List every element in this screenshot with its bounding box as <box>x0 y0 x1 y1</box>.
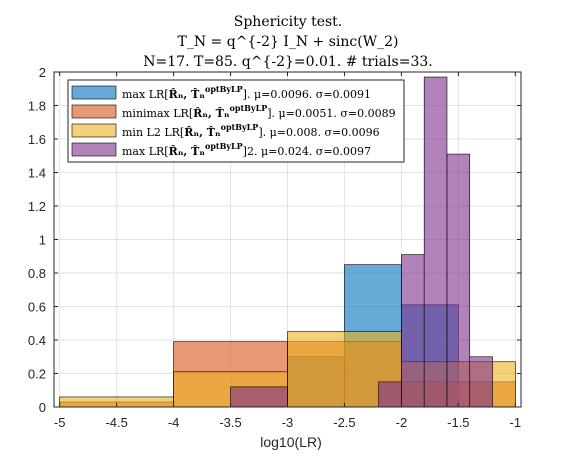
x-tick-label: -4.5 <box>105 415 127 430</box>
y-tick-label: 1.4 <box>28 166 46 181</box>
legend: max LR[R̂ₙ, T̂ₙoptByLP]. μ=0.0096. σ=0.0… <box>67 79 405 163</box>
legend-swatch <box>71 104 117 119</box>
legend-entry-label: max LR[R̂ₙ, T̂ₙoptByLP]2. μ=0.024. σ=0.0… <box>122 141 371 158</box>
y-tick-label: 1.6 <box>28 132 46 147</box>
y-tick-label: 0 <box>39 400 46 415</box>
x-tick-label: -1.5 <box>447 415 469 430</box>
y-tick-label: 0.8 <box>28 266 46 281</box>
y-tick-label: 0.4 <box>28 333 46 348</box>
y-tick-label: 2 <box>39 65 46 80</box>
y-tick-label: 0.2 <box>28 367 46 382</box>
y-tick-label: 1 <box>39 233 46 248</box>
y-tick-label: 1.2 <box>28 199 46 214</box>
legend-box <box>67 79 405 163</box>
legend-swatch <box>71 85 117 100</box>
chart-title-line-1: Sphericity test. <box>234 14 343 30</box>
histogram-bar-series-4-bin-3 <box>401 254 425 408</box>
y-tick-label: 1.8 <box>28 99 46 114</box>
y-tick-label: 0.6 <box>28 300 46 315</box>
x-tick-label: -2.5 <box>333 415 355 430</box>
chart-title-line-3: N=17. T=85. q^{-2}=0.01. # trials=33. <box>143 54 432 70</box>
histogram-bar-series-4-bin-2 <box>378 381 402 408</box>
legend-swatch <box>71 142 117 157</box>
histogram-bar-series-4-bin-1 <box>230 386 288 408</box>
histogram-bar-series-4-bin-4 <box>423 76 448 408</box>
legend-entry-label: max LR[R̂ₙ, T̂ₙoptByLP]. μ=0.0096. σ=0.0… <box>122 84 371 101</box>
x-tick-label: -5 <box>54 415 66 430</box>
x-tick-label: -1 <box>510 415 522 430</box>
histogram-bar-series-4-bin-5 <box>446 153 471 408</box>
x-tick-label: -4 <box>168 415 180 430</box>
chart-title-line-2: T_N = q^{-2} I_N + sinc(W_2) <box>178 34 399 50</box>
x-tick-label: -2 <box>396 415 408 430</box>
legend-entry-label: minimax LR[R̂ₙ, T̂ₙoptByLP]. μ=0.0051. σ… <box>122 103 396 120</box>
x-tick-label: -3.5 <box>219 415 241 430</box>
legend-entry-label: min L2 LR[R̂ₙ, T̂ₙoptByLP]. μ=0.008. σ=0… <box>122 122 380 139</box>
axes: -5 -4.5 -4 -3.5 -3 -2.5 -2 -1.5 -1 0 0.2 0.4 0.6 0.8 1… <box>28 65 522 430</box>
x-tick-label: -3 <box>282 415 294 430</box>
histogram-bar-series-4-bin-6 <box>469 356 493 408</box>
legend-swatch <box>71 123 117 138</box>
x-axis-label: log10(LR) <box>260 434 321 450</box>
histogram-bars <box>59 76 516 408</box>
